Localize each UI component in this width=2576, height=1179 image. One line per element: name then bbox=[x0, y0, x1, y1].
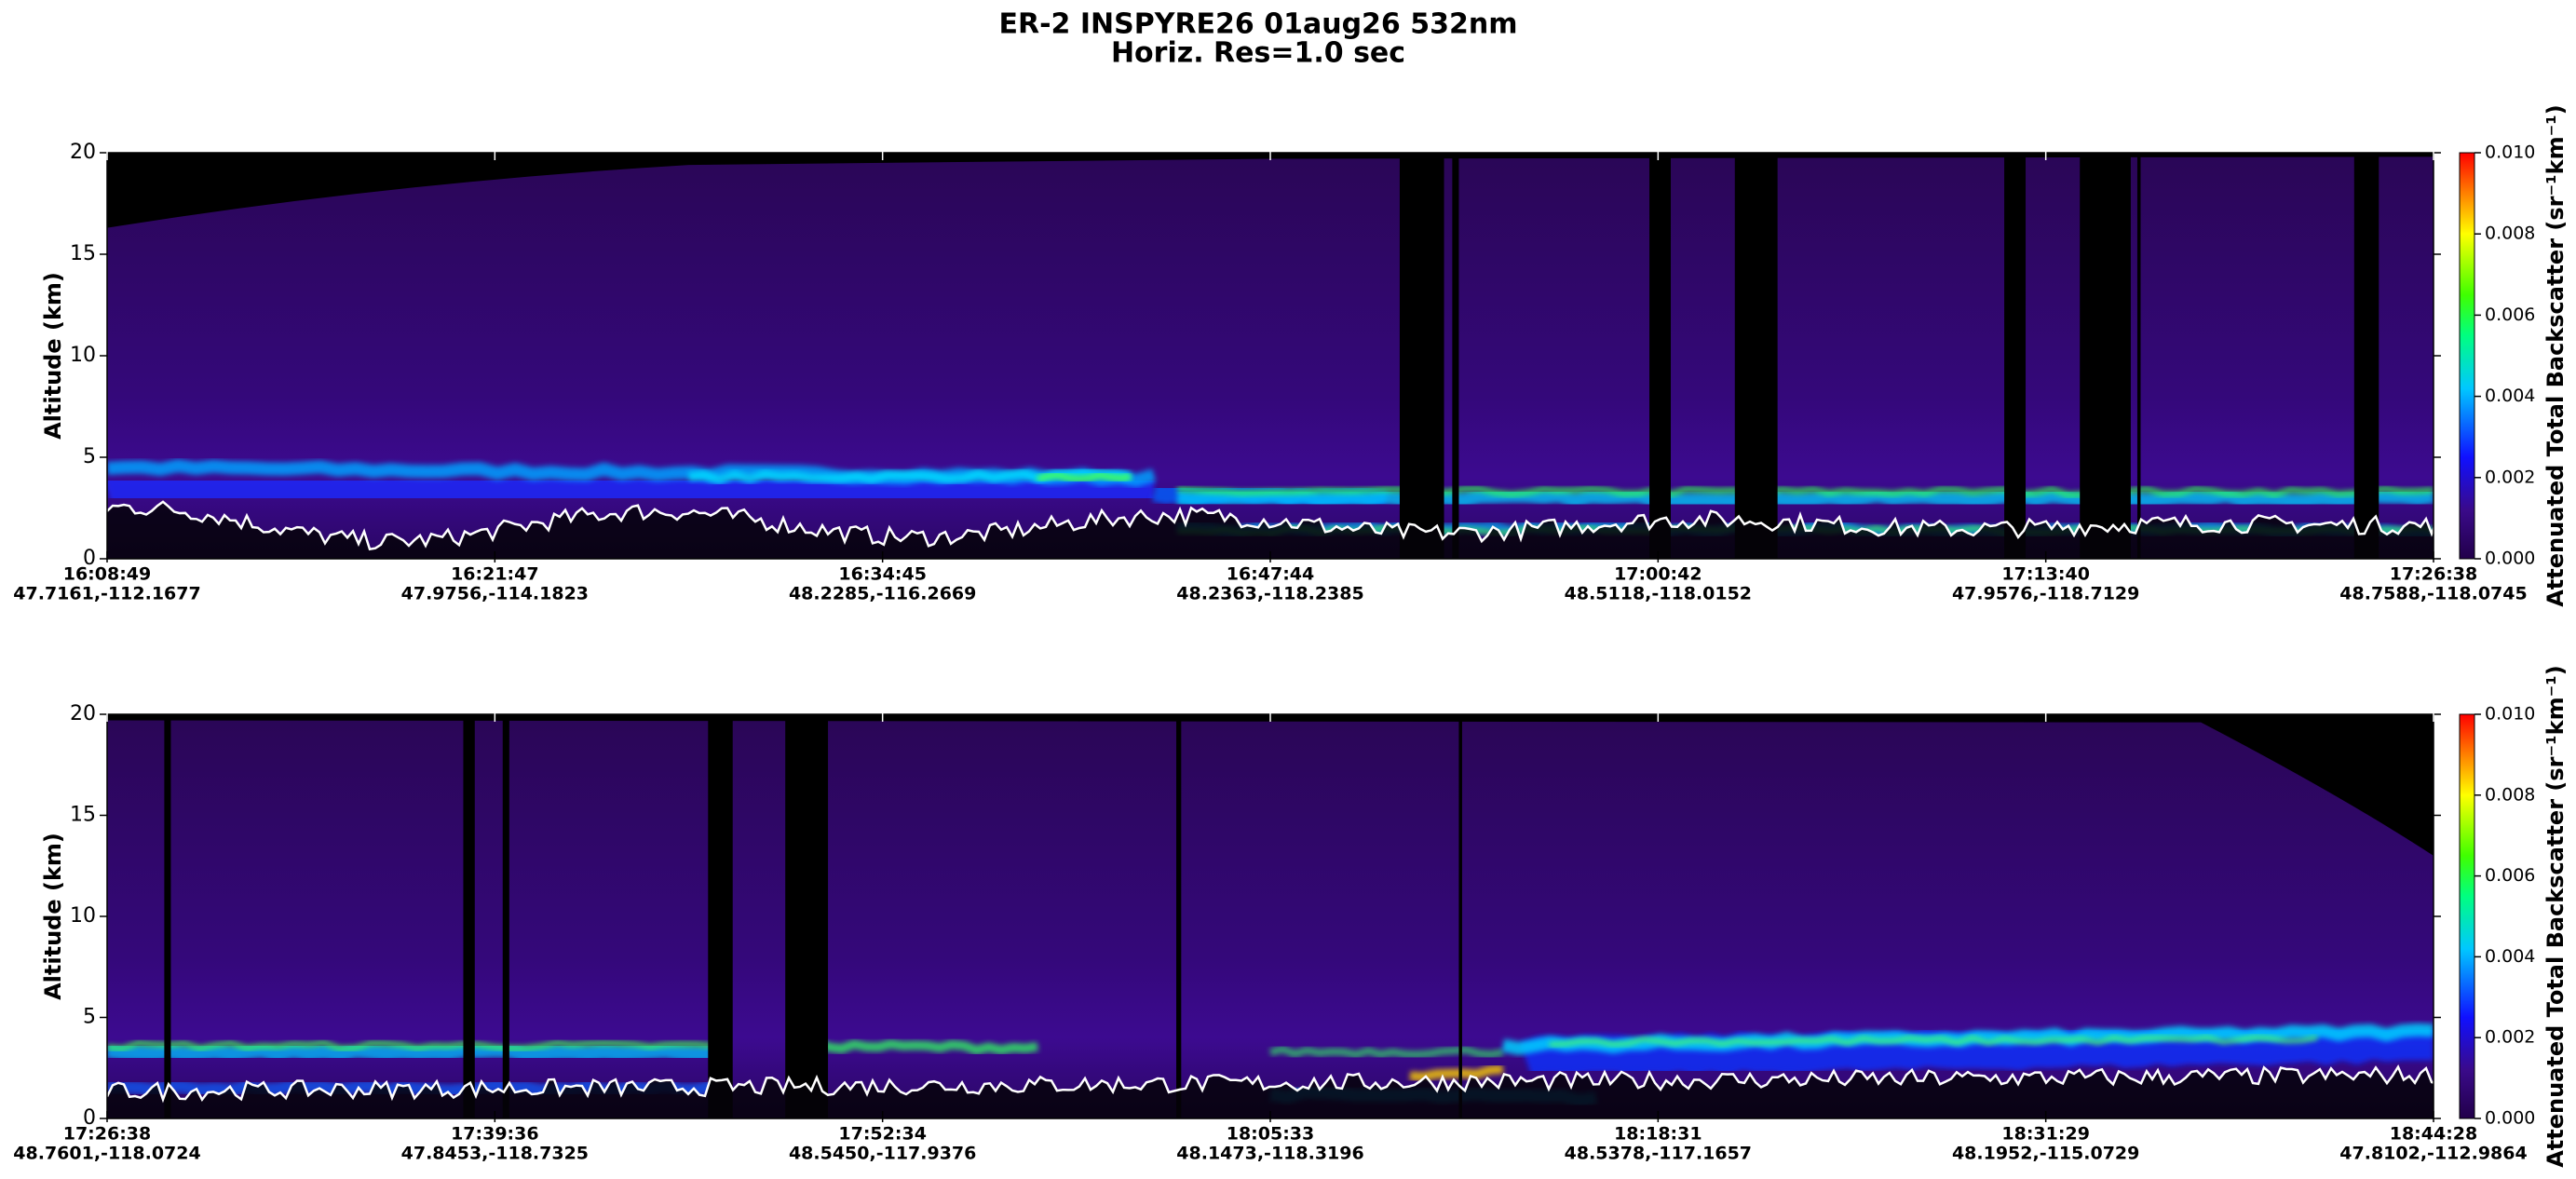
colorbar-tick-label: 0.008 bbox=[2485, 224, 2535, 244]
data-gap bbox=[1176, 714, 1182, 1118]
y-tick-label: 20 bbox=[70, 141, 96, 164]
x-tick-label: 17:26:38 bbox=[2390, 564, 2478, 585]
y-tick-label: 10 bbox=[70, 344, 96, 367]
data-gap bbox=[785, 714, 829, 1118]
data-gap bbox=[1458, 714, 1462, 1118]
colorbar-tick-label: 0.004 bbox=[2485, 386, 2535, 406]
figure-subtitle: Horiz. Res=1.0 sec bbox=[1111, 37, 1405, 70]
data-gap bbox=[2080, 153, 2131, 559]
x-tick-location: 47.9756,-114.1823 bbox=[401, 584, 589, 604]
data-gap bbox=[2353, 153, 2379, 559]
x-tick-label: 17:52:34 bbox=[838, 1124, 927, 1145]
x-tick-label: 16:08:49 bbox=[63, 564, 152, 585]
x-tick-location: 48.2285,-116.2669 bbox=[789, 584, 976, 604]
x-tick-location: 48.5118,-118.0152 bbox=[1565, 584, 1752, 604]
data-gap bbox=[1734, 153, 1778, 559]
colorbar-tick-label: 0.002 bbox=[2485, 1027, 2535, 1048]
data-gap bbox=[1399, 153, 1444, 559]
data-gap bbox=[502, 714, 509, 1118]
y-tick-label: 20 bbox=[70, 702, 96, 725]
y-tick-label: 5 bbox=[83, 445, 96, 468]
colorbar-tick-label: 0.006 bbox=[2485, 865, 2535, 886]
aerosol-layer bbox=[804, 1037, 1039, 1055]
aerosol-layer bbox=[107, 466, 1155, 513]
aerosol-layer bbox=[1520, 1021, 2434, 1078]
colorbar-tick-label: 0.008 bbox=[2485, 784, 2535, 805]
ground-line bbox=[107, 1064, 2434, 1104]
curtain-image bbox=[107, 714, 2434, 1118]
y-tick-label: 15 bbox=[70, 804, 96, 827]
x-tick-location: 48.7588,-118.0745 bbox=[2339, 584, 2527, 604]
x-tick-location: 48.7601,-118.0724 bbox=[13, 1144, 200, 1164]
x-tick-label: 18:05:33 bbox=[1227, 1124, 1315, 1145]
data-gap bbox=[2004, 153, 2027, 559]
colorbar-tick-label: 0.010 bbox=[2485, 142, 2535, 163]
x-tick-label: 18:18:31 bbox=[1614, 1124, 1702, 1145]
aerosol-layer bbox=[1549, 1035, 2318, 1048]
data-gap bbox=[1452, 153, 1459, 559]
aerosol-layer bbox=[1176, 485, 2434, 498]
y-tick-label: 15 bbox=[70, 242, 96, 265]
y-tick-label: 10 bbox=[70, 904, 96, 928]
data-gap bbox=[1649, 153, 1671, 559]
x-tick-label: 16:47:44 bbox=[1227, 564, 1315, 585]
y-axis-label: Altitude (km) bbox=[40, 833, 66, 1000]
colorbar bbox=[2459, 713, 2475, 1119]
x-tick-location: 48.5378,-117.1657 bbox=[1565, 1144, 1752, 1164]
x-tick-label: 17:26:38 bbox=[63, 1124, 152, 1145]
colorbar-label: Attenuated Total Backscatter (sr⁻¹km⁻¹) bbox=[2542, 104, 2569, 607]
colorbar-tick-label: 0.000 bbox=[2485, 549, 2535, 569]
data-gap bbox=[463, 714, 475, 1118]
x-tick-label: 17:13:40 bbox=[2001, 564, 2090, 585]
curtain-image bbox=[107, 153, 2434, 559]
x-tick-label: 16:34:45 bbox=[838, 564, 927, 585]
x-tick-label: 18:31:29 bbox=[2001, 1124, 2090, 1145]
y-tick-label: 0 bbox=[83, 547, 96, 570]
colorbar-tick-label: 0.004 bbox=[2485, 946, 2535, 967]
aerosol-layer bbox=[1268, 1045, 1504, 1059]
x-tick-label: 17:00:42 bbox=[1614, 564, 1702, 585]
x-tick-location: 47.7161,-112.1677 bbox=[13, 584, 200, 604]
x-tick-location: 47.9576,-118.7129 bbox=[1952, 584, 2139, 604]
x-tick-location: 47.8453,-118.7325 bbox=[401, 1144, 589, 1164]
no-data-region bbox=[107, 153, 2434, 228]
colorbar-label: Attenuated Total Backscatter (sr⁻¹km⁻¹) bbox=[2542, 665, 2569, 1168]
colorbar-tick-label: 0.006 bbox=[2485, 305, 2535, 325]
data-gap bbox=[164, 714, 171, 1118]
colorbar-tick-label: 0.010 bbox=[2485, 704, 2535, 725]
x-tick-label: 18:44:28 bbox=[2390, 1124, 2478, 1145]
colorbar-tick-label: 0.000 bbox=[2485, 1108, 2535, 1129]
ground-fill bbox=[107, 1066, 2434, 1118]
aerosol-layer bbox=[107, 1039, 712, 1051]
aerosol-layer bbox=[1037, 471, 1132, 483]
y-axis-label: Altitude (km) bbox=[40, 272, 66, 440]
x-tick-location: 47.8102,-112.9864 bbox=[2339, 1144, 2527, 1164]
x-tick-location: 48.2363,-118.2385 bbox=[1176, 584, 1363, 604]
ground-fill bbox=[107, 501, 2434, 559]
x-tick-label: 16:21:47 bbox=[451, 564, 539, 585]
x-tick-location: 48.1952,-115.0729 bbox=[1952, 1144, 2139, 1164]
figure-title: ER-2 INSPYRE26 01aug26 532nm bbox=[999, 8, 1518, 41]
ground-line bbox=[107, 500, 2434, 551]
colorbar bbox=[2459, 152, 2475, 560]
y-tick-label: 5 bbox=[83, 1006, 96, 1029]
data-gap bbox=[2136, 153, 2141, 559]
y-tick-label: 0 bbox=[83, 1106, 96, 1130]
data-gap bbox=[708, 714, 733, 1118]
x-tick-location: 48.5450,-117.9376 bbox=[789, 1144, 976, 1164]
aerosol-layer bbox=[107, 1040, 712, 1064]
x-tick-location: 48.1473,-118.3196 bbox=[1176, 1144, 1363, 1164]
colorbar-tick-label: 0.002 bbox=[2485, 467, 2535, 487]
x-tick-label: 17:39:36 bbox=[451, 1124, 539, 1145]
